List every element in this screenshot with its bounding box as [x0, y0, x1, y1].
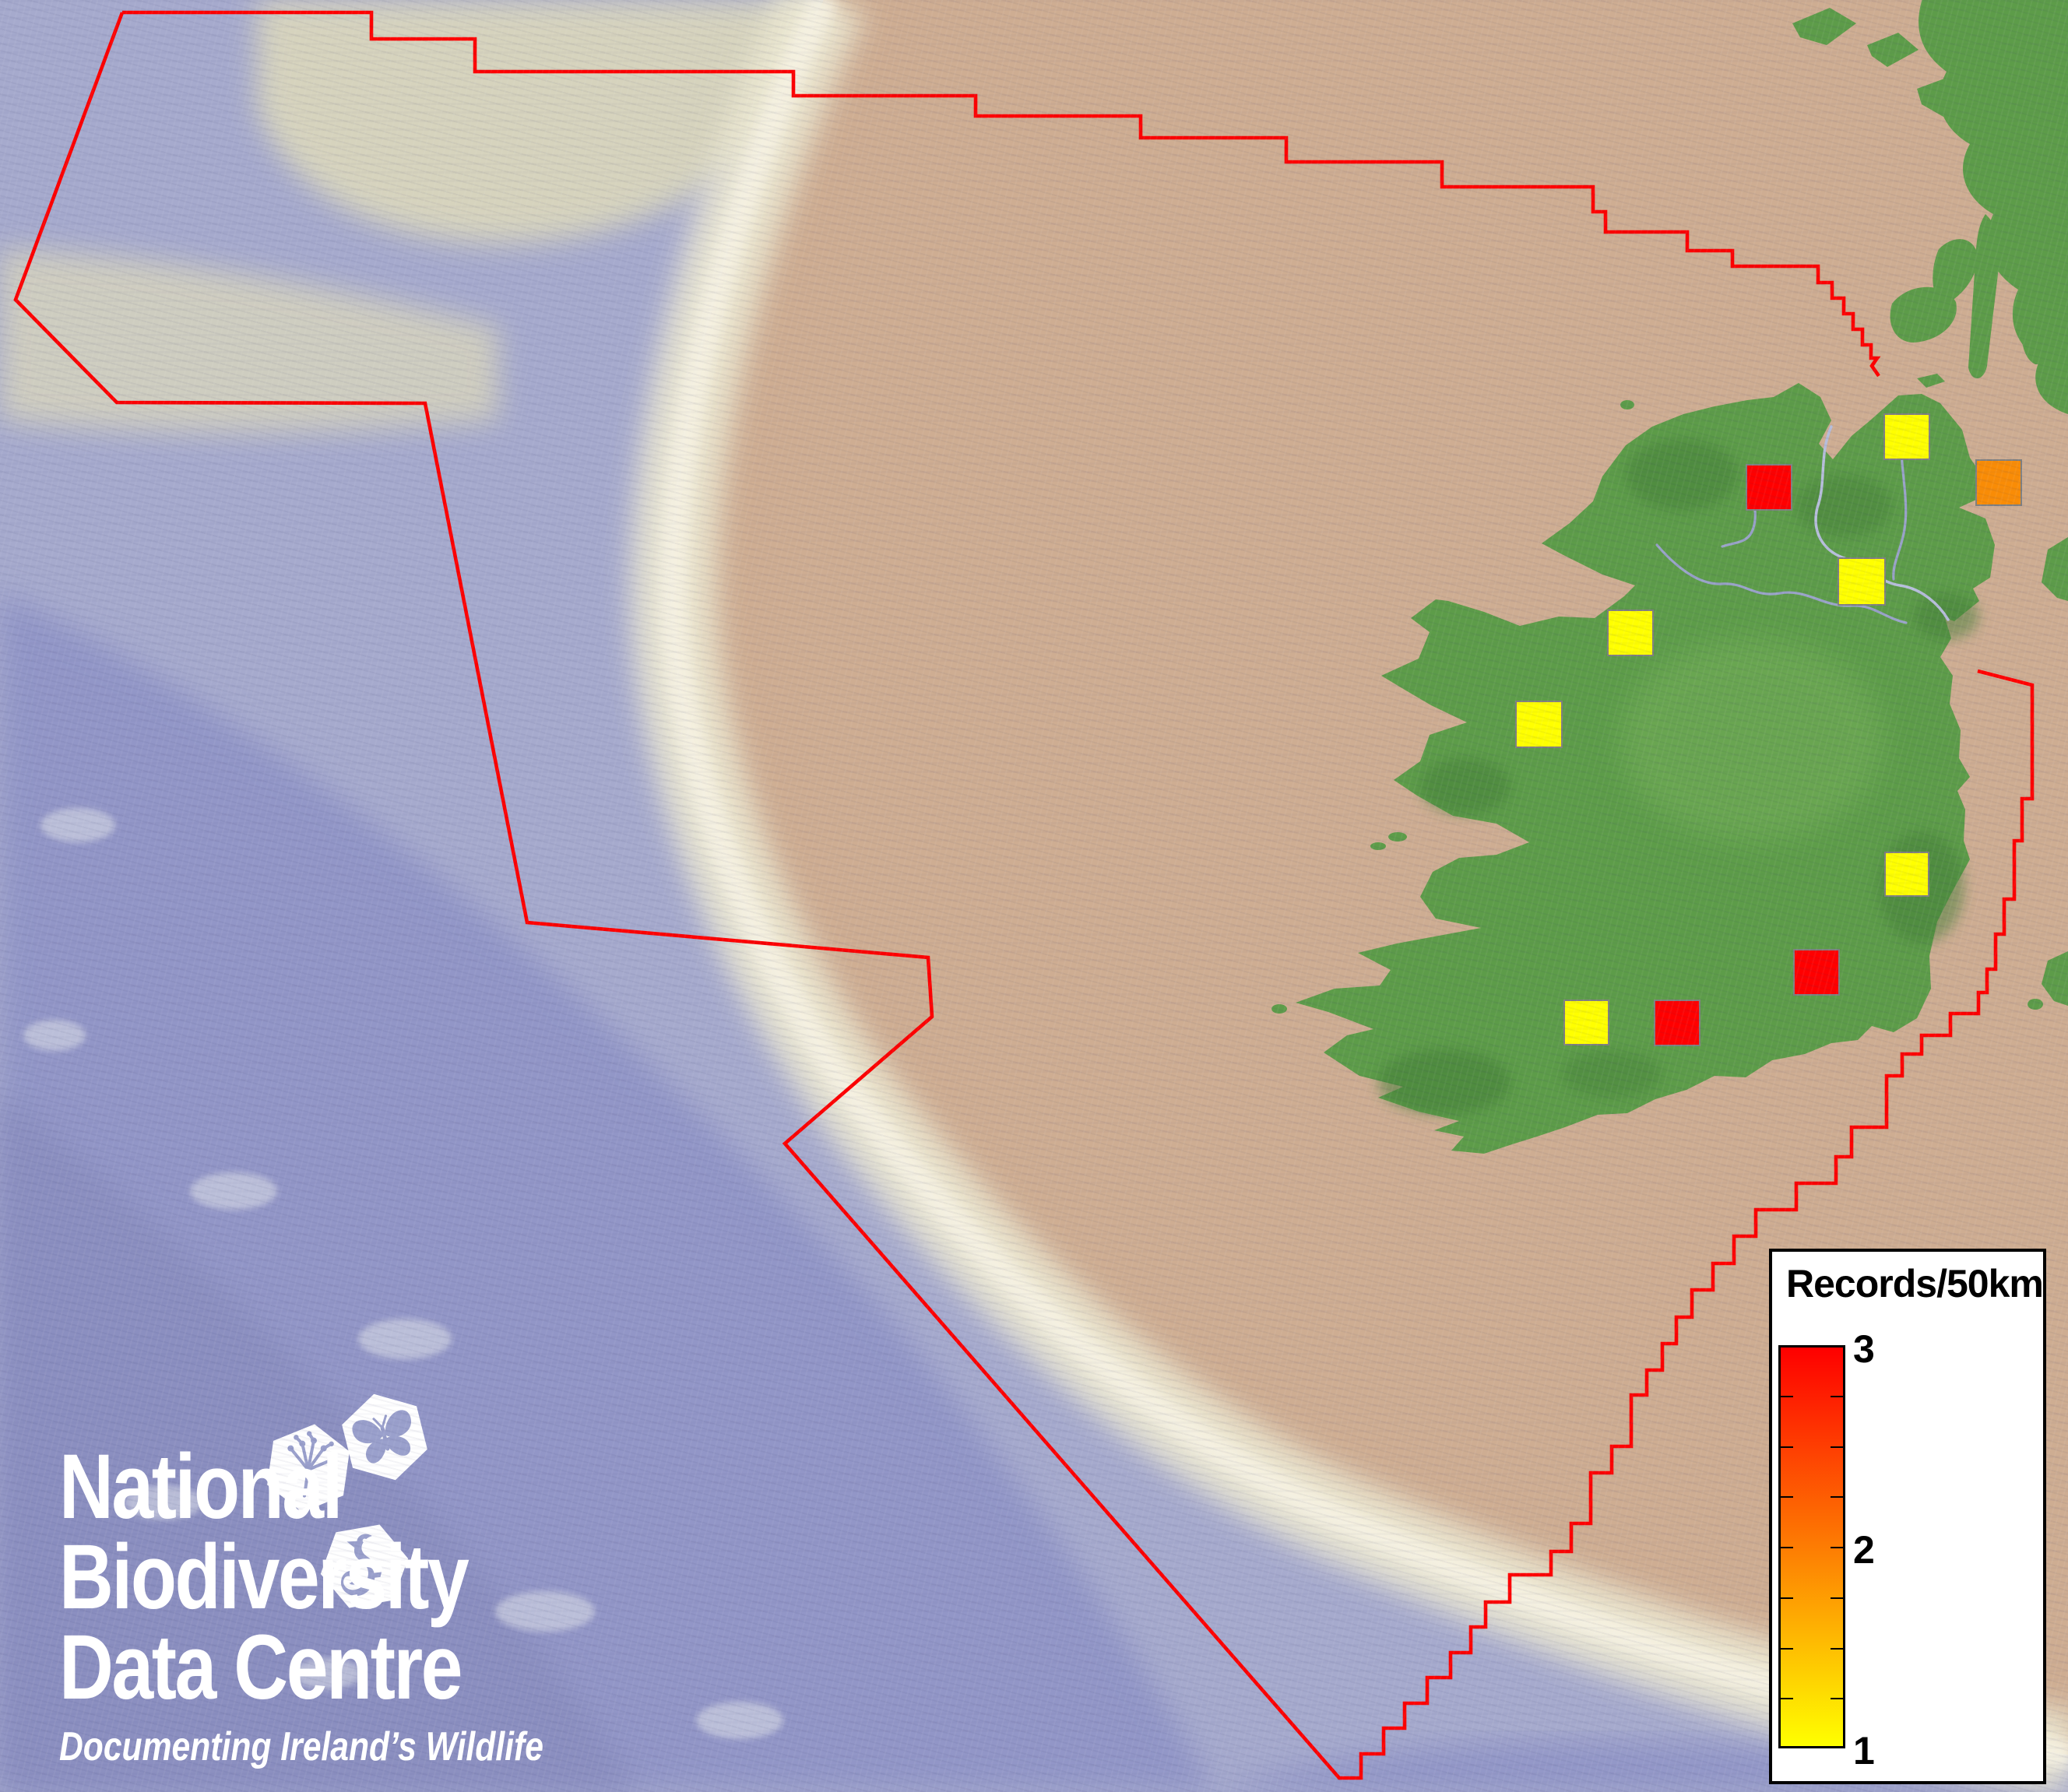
anglesey-coast [2042, 951, 2068, 1006]
ireland-relief [1378, 439, 1979, 1115]
legend-label-1: 1 [1853, 1729, 1875, 1773]
logo-line-1: National [59, 1435, 343, 1538]
record-square [1883, 413, 1930, 460]
record-square [1746, 464, 1792, 511]
logo-tagline: Documenting Ireland’s Wildlife [59, 1724, 543, 1769]
logo-line-2: Biodiversity [59, 1526, 470, 1629]
logo-line-3: Data Centre [59, 1616, 462, 1719]
rathlin-island [1917, 374, 1945, 388]
legend-tick-mark [1831, 1698, 1843, 1699]
legend-tick-mark [1831, 1648, 1843, 1650]
river-bann [1892, 434, 1908, 581]
legend-tick-mark [1831, 1597, 1843, 1599]
legend-tick-mark [1831, 1547, 1843, 1548]
legend-tick-mark [1781, 1698, 1793, 1699]
legend-label-2: 2 [1853, 1528, 1875, 1572]
legend-tick-mark [1831, 1496, 1843, 1498]
designated-area-boundary [13, 10, 2035, 1780]
arran-island [2021, 310, 2063, 364]
irish-islands [1271, 400, 1634, 1014]
hexagon-plant [267, 1424, 350, 1513]
record-square [1515, 701, 1563, 748]
record-square [1654, 1000, 1700, 1046]
holy-island [2028, 999, 2043, 1010]
galloway-coast [2042, 537, 2068, 601]
shelf-edge-crest [659, 0, 2068, 1769]
plant-icon [287, 1431, 334, 1498]
legend-tick-mark [1831, 1396, 1843, 1397]
seamounts [23, 808, 783, 1739]
record-square [1563, 1000, 1609, 1045]
record-square [1607, 610, 1654, 656]
hexagon-seahorse [320, 1524, 409, 1608]
river-erne [1655, 543, 1908, 624]
record-square [1838, 557, 1886, 606]
britain-landmasses [1792, 0, 2068, 1010]
offshore-bank [257, 0, 825, 244]
record-square [1884, 852, 1929, 897]
legend-tick-mark [1781, 1496, 1793, 1498]
legend-tick-mark [1781, 1597, 1793, 1599]
nbdc-logo-text: National Biodiversity Data Centre Docume… [59, 1435, 543, 1770]
boundary-north-segment [122, 10, 1881, 378]
legend-tick-mark [1781, 1446, 1793, 1448]
butterfly-icon [352, 1410, 411, 1463]
legend-title: Records/50km [1786, 1262, 2044, 1305]
boundary-east-south-segment [13, 12, 2035, 1780]
seahorse-icon [340, 1534, 382, 1596]
nbdc-logo-hexagons [267, 1393, 427, 1608]
legend-tick-mark [1781, 1396, 1793, 1397]
legend-tick-mark [1831, 1446, 1843, 1448]
hexagon-butterfly [342, 1393, 427, 1481]
offshore-bank-2 [0, 249, 498, 432]
record-square [1975, 459, 2022, 506]
legend-label-3: 3 [1853, 1327, 1875, 1371]
record-square [1793, 949, 1840, 996]
legend-tick-mark [1781, 1547, 1793, 1548]
hebrides-islands [1792, 8, 1981, 117]
legend-panel: Records/50km 3 2 1 [1769, 1249, 2046, 1784]
jura-island [1933, 239, 1978, 305]
legend-tick-mark [1781, 1648, 1793, 1650]
